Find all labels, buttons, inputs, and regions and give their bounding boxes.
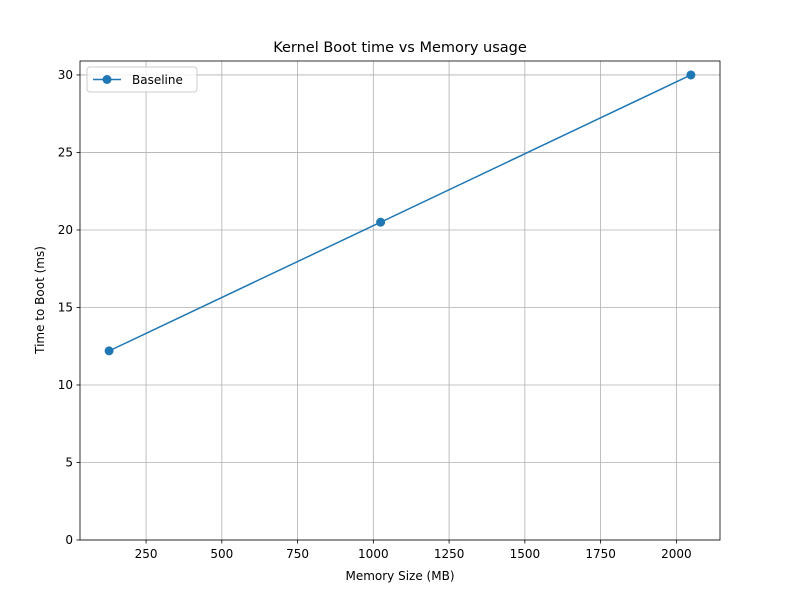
plot-area-frame bbox=[79, 60, 721, 541]
y-tick-label: 5 bbox=[65, 455, 73, 469]
y-tick-label: 20 bbox=[58, 223, 73, 237]
x-tick-label: 1250 bbox=[434, 547, 465, 561]
x-tick-label: 500 bbox=[210, 547, 233, 561]
series-layer bbox=[104, 70, 696, 356]
legend: Baseline bbox=[86, 66, 198, 93]
legend-marker-swatch bbox=[102, 75, 112, 84]
data-point bbox=[104, 346, 114, 356]
y-tick-label: 30 bbox=[58, 68, 73, 82]
x-tick-label: 1000 bbox=[358, 547, 389, 561]
axis-ticks: 250 500 750 1000 1250 1500 1750 2000 0 5 10 15 20 25 3… bbox=[58, 68, 692, 561]
x-tick-label: 1500 bbox=[510, 547, 541, 561]
y-tick-label: 10 bbox=[58, 378, 73, 392]
legend-box bbox=[86, 66, 198, 93]
data-point bbox=[376, 217, 386, 227]
x-tick-label: 250 bbox=[135, 547, 158, 561]
x-tick-label: 750 bbox=[286, 547, 309, 561]
x-tick-label: 1750 bbox=[585, 547, 616, 561]
x-axis-label: Memory Size (MB) bbox=[345, 569, 454, 583]
y-tick-label: 15 bbox=[58, 300, 73, 314]
chart-title: Kernel Boot time vs Memory usage bbox=[273, 40, 527, 56]
data-point bbox=[686, 70, 696, 80]
x-tick-label: 2000 bbox=[661, 547, 692, 561]
y-tick-label: 0 bbox=[65, 533, 73, 547]
legend-label-baseline: Baseline bbox=[132, 73, 183, 87]
y-axis-label: Time to Boot (ms) bbox=[33, 246, 47, 355]
y-tick-label: 25 bbox=[58, 145, 73, 159]
